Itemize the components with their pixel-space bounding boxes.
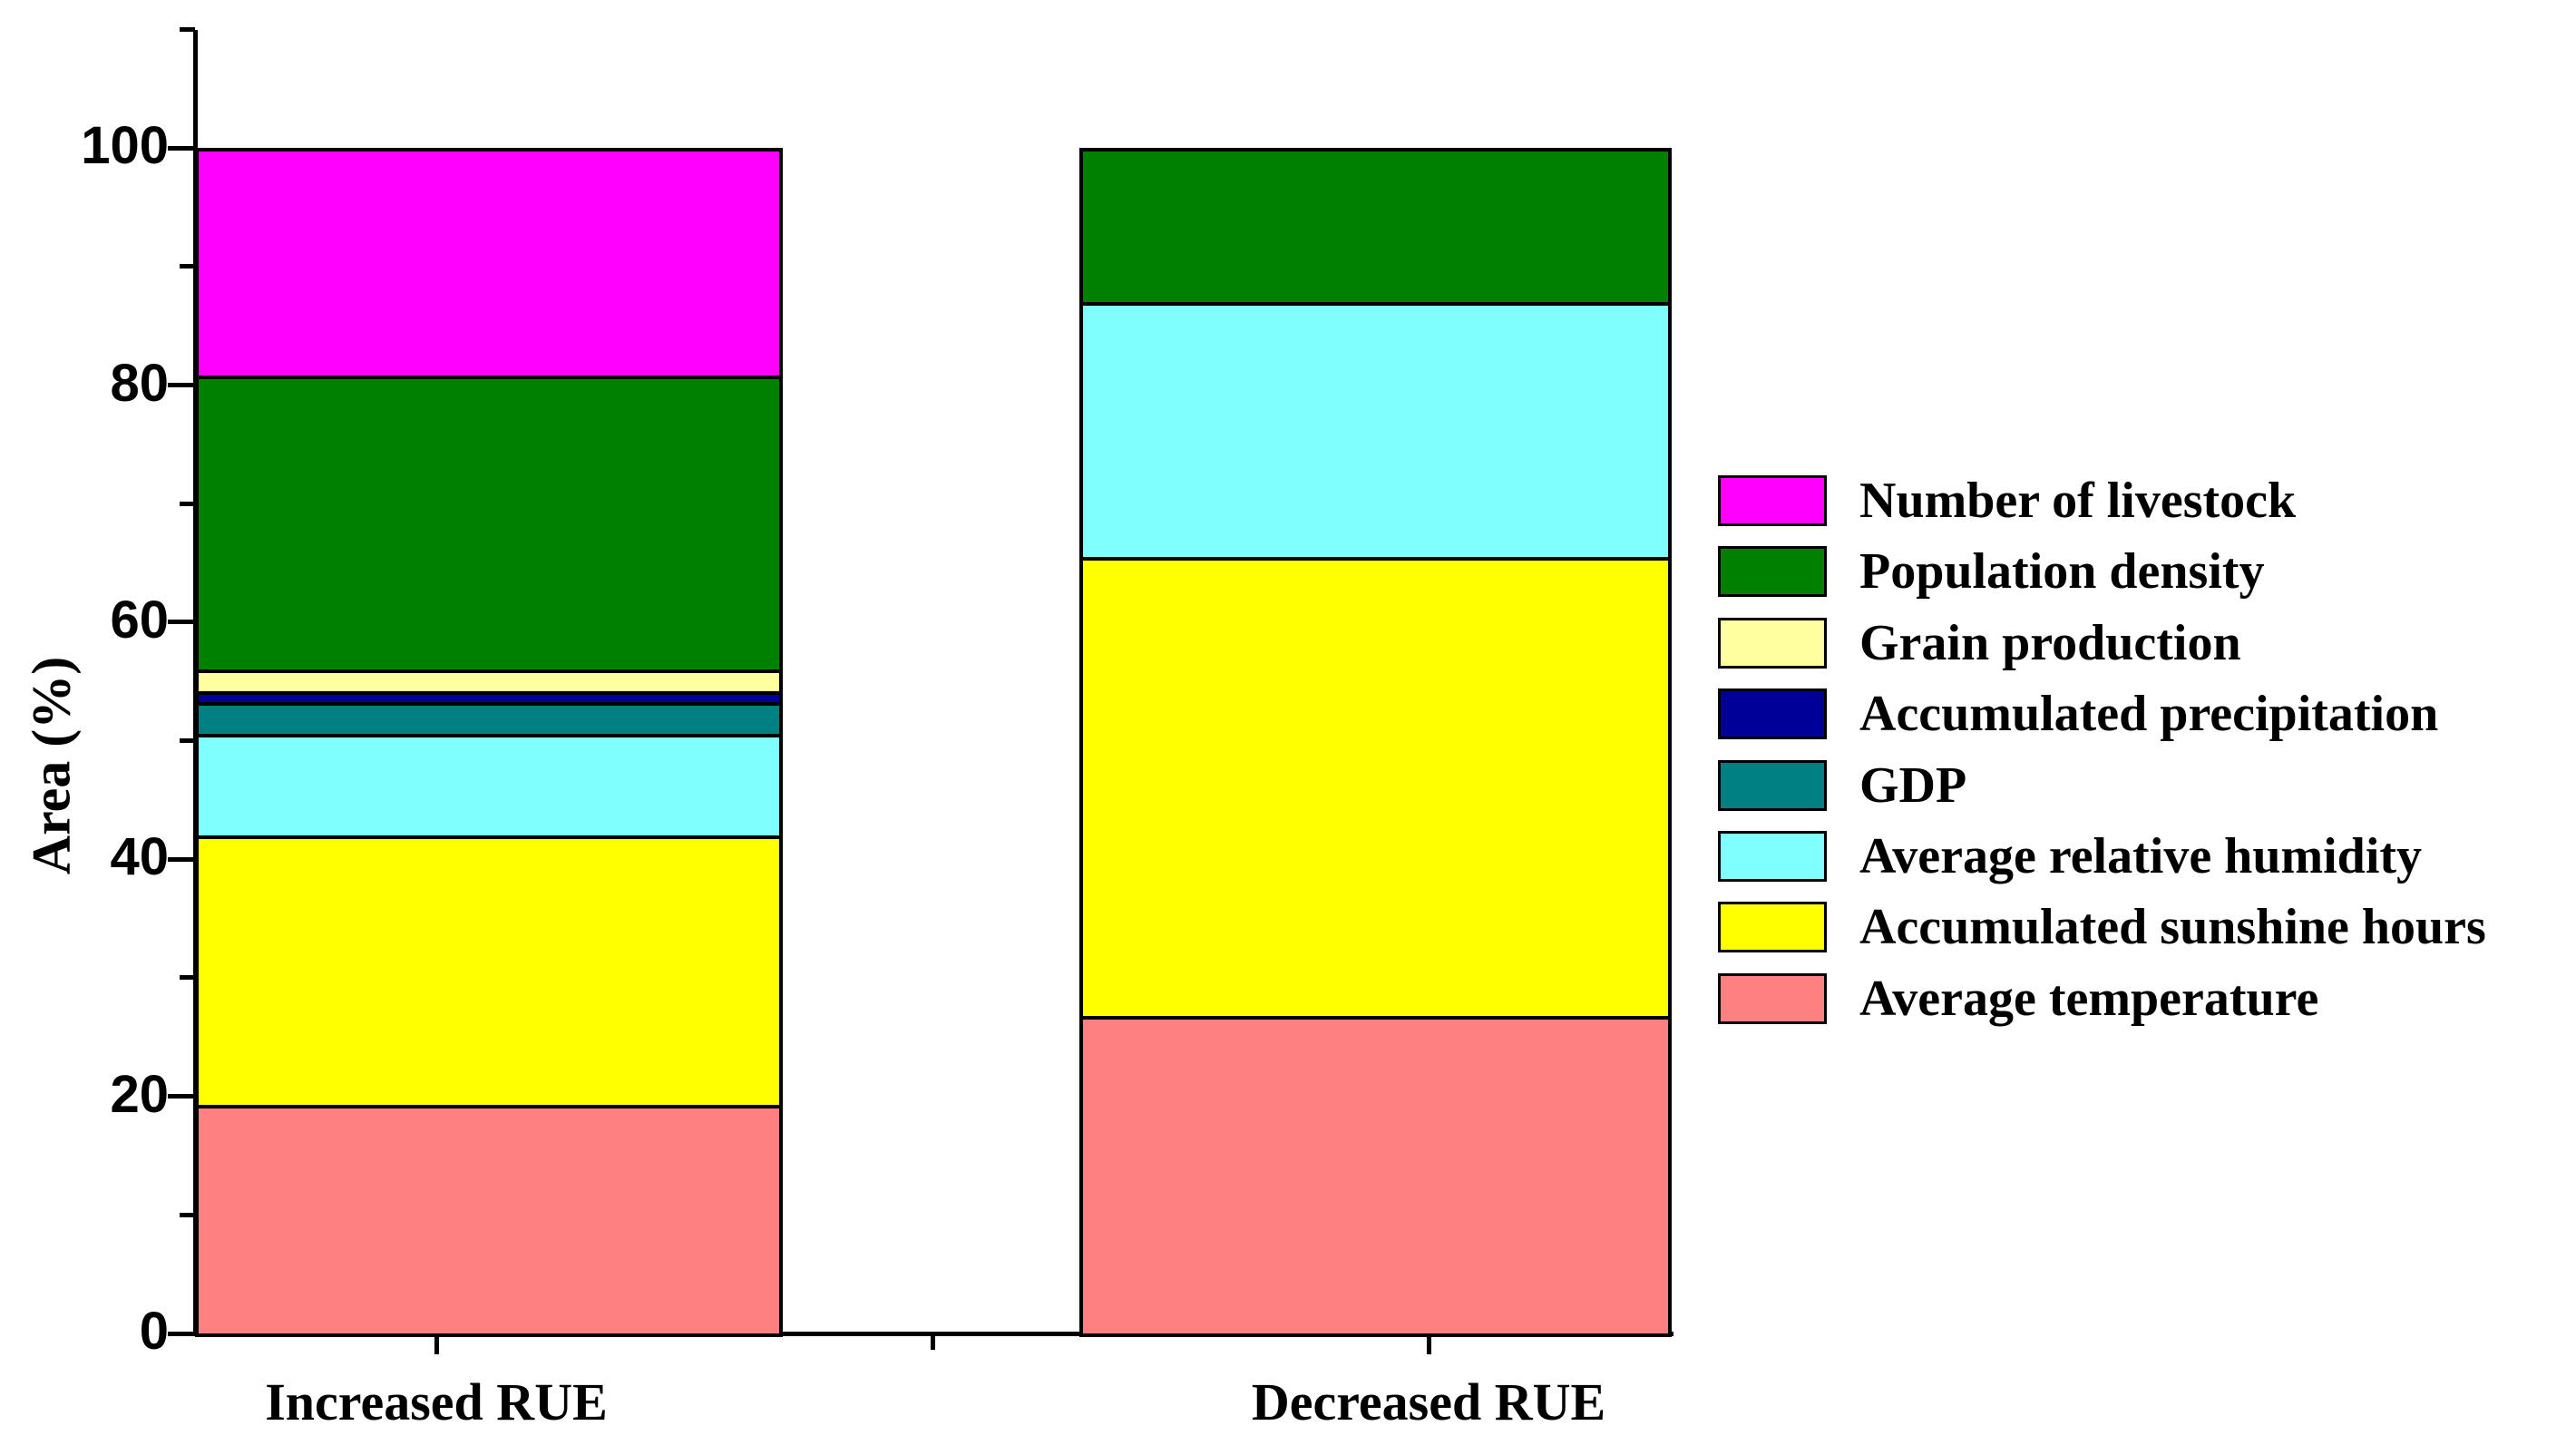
y-tick-label: 40 [110, 827, 169, 887]
legend-label: Grain production [1859, 614, 2241, 671]
legend-swatch-accumulated-precipitation [1718, 688, 1827, 740]
y-major-tick [168, 856, 195, 862]
y-minor-tick [180, 975, 195, 981]
y-tick-label: 20 [110, 1064, 169, 1124]
bar-segment-number-of-livestock [195, 148, 783, 380]
y-minor-tick [180, 1212, 195, 1217]
legend-item-accumulated-sunshine-hours: Accumulated sunshine hours [0, 899, 2576, 956]
y-minor-tick [180, 501, 195, 506]
legend-item-grain-production: Grain production [0, 614, 2576, 671]
bar-segment-average-relative-humidity [1079, 302, 1672, 561]
y-minor-tick [180, 27, 195, 33]
legend-swatch-grain-production [1718, 617, 1827, 669]
y-major-tick [168, 383, 195, 388]
legend-item-average-relative-humidity: Average relative humidity [0, 831, 2576, 882]
legend-label: Average temperature [1859, 970, 2319, 1027]
y-minor-tick [180, 738, 195, 744]
y-major-tick [168, 145, 195, 151]
legend-label: Average relative humidity [1859, 828, 2423, 884]
legend-item-average-temperature: Average temperature [0, 970, 2576, 1027]
x-minor-tick [930, 1336, 935, 1350]
x-category-tick [1426, 1336, 1431, 1354]
y-major-tick [168, 620, 195, 625]
y-major-tick [168, 1094, 195, 1099]
legend-label: GDP [1859, 757, 1967, 814]
legend-item-accumulated-precipitation: Accumulated precipitation [0, 686, 2576, 743]
legend-label: Number of livestock [1859, 473, 2297, 529]
y-minor-tick [180, 264, 195, 269]
bar-segment-population-density [1079, 148, 1672, 307]
legend-label: Population density [1859, 543, 2265, 601]
legend-swatch-accumulated-sunshine-hours [1718, 902, 1827, 953]
x-category-label-decreased-rue: Decreased RUE [1251, 1372, 1606, 1431]
bar-segment-average-temperature [195, 1104, 783, 1337]
legend-swatch-gdp [1718, 759, 1827, 811]
x-category-tick [434, 1336, 439, 1354]
y-tick-label: 60 [110, 590, 169, 649]
legend-swatch-population-density [1718, 546, 1827, 598]
legend-item-number-of-livestock: Number of livestock [0, 475, 2576, 526]
legend-swatch-number-of-livestock [1718, 475, 1827, 526]
legend-label: Accumulated sunshine hours [1859, 899, 2486, 956]
x-category-label-increased-rue: Increased RUE [265, 1372, 608, 1431]
legend-swatch-average-temperature [1718, 972, 1827, 1024]
legend-item-population-density: Population density [0, 543, 2576, 601]
y-tick-label: 0 [139, 1301, 169, 1361]
legend-swatch-average-relative-humidity [1718, 831, 1827, 882]
bar-segment-grain-production [195, 669, 783, 695]
legend-label: Accumulated precipitation [1859, 686, 2439, 743]
y-major-tick [168, 1331, 195, 1336]
bar-segment-accumulated-sunshine-hours [1079, 557, 1672, 1020]
y-tick-label: 100 [81, 116, 169, 176]
legend-item-gdp: GDP [0, 757, 2576, 814]
y-tick-label: 80 [110, 353, 169, 413]
bar-segment-average-temperature [1079, 1015, 1672, 1337]
x-axis-line [193, 1332, 1673, 1336]
